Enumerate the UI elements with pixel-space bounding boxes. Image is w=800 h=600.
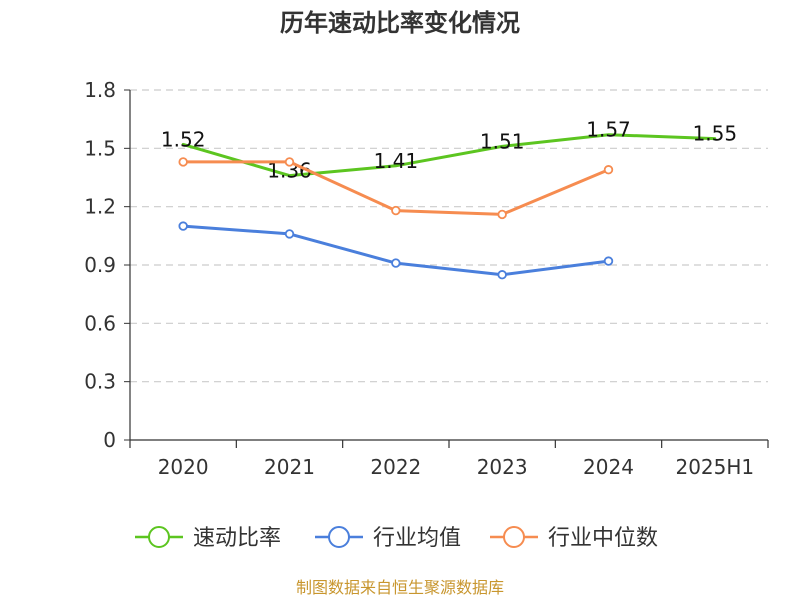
data-point bbox=[284, 229, 295, 239]
x-tick-label: 2023 bbox=[477, 455, 528, 479]
data-point bbox=[497, 270, 507, 280]
x-tick-label: 2021 bbox=[264, 455, 315, 479]
legend-label: 行业中位数 bbox=[548, 526, 658, 551]
data-point bbox=[497, 209, 507, 220]
y-tick-label: 0.9 bbox=[84, 253, 116, 277]
data-label: 1.41 bbox=[374, 149, 419, 173]
legend-marker bbox=[328, 526, 350, 548]
legend-label: 速动比率 bbox=[193, 526, 281, 551]
data-point bbox=[284, 157, 295, 167]
chart-title: 历年速动比率变化情况 bbox=[280, 9, 520, 37]
legend-label: 行业均值 bbox=[373, 526, 461, 551]
data-point bbox=[603, 256, 614, 266]
x-tick-label: 2024 bbox=[583, 455, 634, 479]
source-note: 制图数据来自恒生聚源数据库 bbox=[295, 578, 504, 597]
y-tick-label: 0.3 bbox=[84, 370, 116, 394]
data-point bbox=[391, 205, 401, 216]
data-label: 1.57 bbox=[586, 118, 631, 142]
x-tick-label: 2022 bbox=[370, 455, 421, 479]
data-label: 1.51 bbox=[480, 129, 525, 153]
data-point bbox=[178, 157, 188, 167]
data-label: 1.52 bbox=[161, 127, 206, 151]
y-tick-label: 1.5 bbox=[84, 136, 116, 160]
y-tick-label: 1.8 bbox=[84, 78, 116, 102]
legend-marker bbox=[148, 526, 170, 548]
y-tick-label: 1.2 bbox=[84, 195, 116, 219]
data-label: 1.55 bbox=[693, 122, 738, 146]
y-tick-label: 0.6 bbox=[84, 311, 116, 335]
x-tick-label: 2025H1 bbox=[675, 455, 754, 479]
series-line bbox=[181, 133, 717, 178]
legend-marker bbox=[503, 526, 525, 548]
data-point bbox=[603, 165, 614, 175]
data-point bbox=[391, 258, 401, 268]
y-tick-label: 0 bbox=[103, 428, 116, 452]
data-point bbox=[178, 221, 188, 231]
x-tick-label: 2020 bbox=[158, 455, 209, 479]
